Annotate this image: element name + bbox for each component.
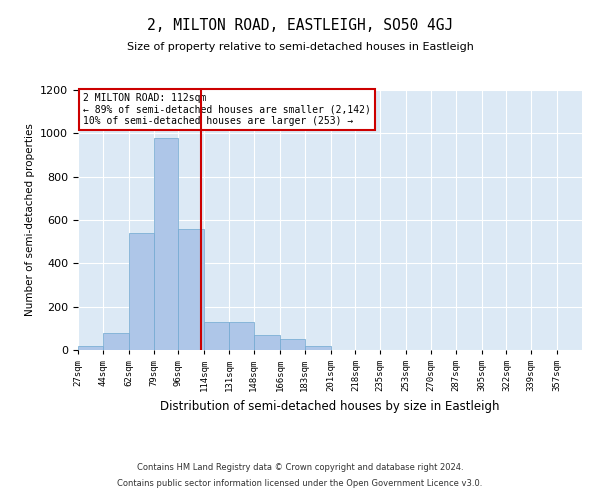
Text: Size of property relative to semi-detached houses in Eastleigh: Size of property relative to semi-detach… [127, 42, 473, 52]
Bar [280, 339, 305, 350]
Bar [305, 346, 331, 350]
Bar [178, 228, 205, 350]
Text: Contains HM Land Registry data © Crown copyright and database right 2024.: Contains HM Land Registry data © Crown c… [137, 464, 463, 472]
Text: 2 MILTON ROAD: 112sqm
← 89% of semi-detached houses are smaller (2,142)
10% of s: 2 MILTON ROAD: 112sqm ← 89% of semi-deta… [83, 92, 371, 126]
Y-axis label: Number of semi-detached properties: Number of semi-detached properties [25, 124, 35, 316]
Text: Contains public sector information licensed under the Open Government Licence v3: Contains public sector information licen… [118, 478, 482, 488]
Bar [229, 322, 254, 350]
Bar [78, 346, 103, 350]
Bar [154, 138, 178, 350]
Bar [205, 322, 229, 350]
Text: 2, MILTON ROAD, EASTLEIGH, SO50 4GJ: 2, MILTON ROAD, EASTLEIGH, SO50 4GJ [147, 18, 453, 32]
Bar [254, 335, 280, 350]
Bar [129, 233, 154, 350]
X-axis label: Distribution of semi-detached houses by size in Eastleigh: Distribution of semi-detached houses by … [160, 400, 500, 412]
Bar [103, 332, 129, 350]
